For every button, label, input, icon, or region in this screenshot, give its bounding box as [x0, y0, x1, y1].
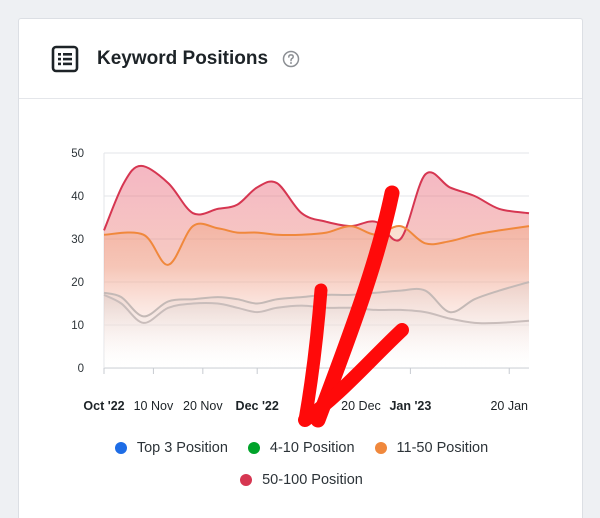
x-tick-label: 20 Nov: [183, 399, 223, 413]
legend-dot: [247, 442, 260, 454]
keyword-positions-card: Keyword Positions 0 10 20 30 40 5: [18, 18, 583, 518]
legend-item[interactable]: 11-50 Position: [374, 432, 489, 464]
legend-dot: [374, 442, 387, 454]
x-tick-label: Oct '22: [83, 399, 124, 413]
y-axis-ticks: 0 10 20 30 40 50: [71, 148, 84, 375]
y-tick-label: 40: [71, 191, 84, 203]
list-icon: [51, 45, 79, 72]
legend-dot: [114, 442, 127, 454]
y-tick-label: 10: [71, 320, 84, 332]
series-line: [103, 164, 530, 242]
legend-dot: [240, 474, 253, 486]
legend-label: 4-10 Position: [269, 440, 355, 456]
y-tick-label: 50: [71, 148, 84, 160]
x-tick-label: 20 Jan: [490, 399, 528, 413]
card-title: Keyword Positions: [97, 47, 269, 69]
legend-item[interactable]: 4-10 Position: [247, 432, 355, 464]
legend-label: Top 3 Position: [136, 440, 228, 456]
legend-item[interactable]: 50-100 Position: [240, 464, 363, 496]
card-header: Keyword Positions: [19, 19, 582, 99]
help-circle-icon[interactable]: [282, 50, 300, 68]
legend-label: 50-100 Position: [262, 472, 363, 488]
y-tick-label: 20: [71, 277, 84, 289]
legend-label: 11-50 Position: [396, 440, 489, 456]
x-tick-label: Jan '23: [389, 399, 431, 413]
x-tick-label: 20 Dec: [341, 399, 381, 413]
keyword-positions-chart: 0 10 20 30 40 50 Oct '22 10 Nov 20 Nov Dec '22 20…: [71, 148, 530, 413]
y-tick-label: 30: [71, 234, 84, 246]
chart-legend: Top 3 Position 4-10 Position 11-50 Positio…: [19, 432, 584, 496]
y-tick-label: 0: [78, 363, 84, 375]
x-axis-ticks: Oct '22 10 Nov 20 Nov Dec '22 20 Dec Jan '23 2…: [83, 368, 528, 413]
x-tick-label: Dec '22: [236, 399, 279, 413]
legend-item[interactable]: Top 3 Position: [114, 432, 228, 464]
x-tick-label: 10 Nov: [134, 399, 174, 413]
